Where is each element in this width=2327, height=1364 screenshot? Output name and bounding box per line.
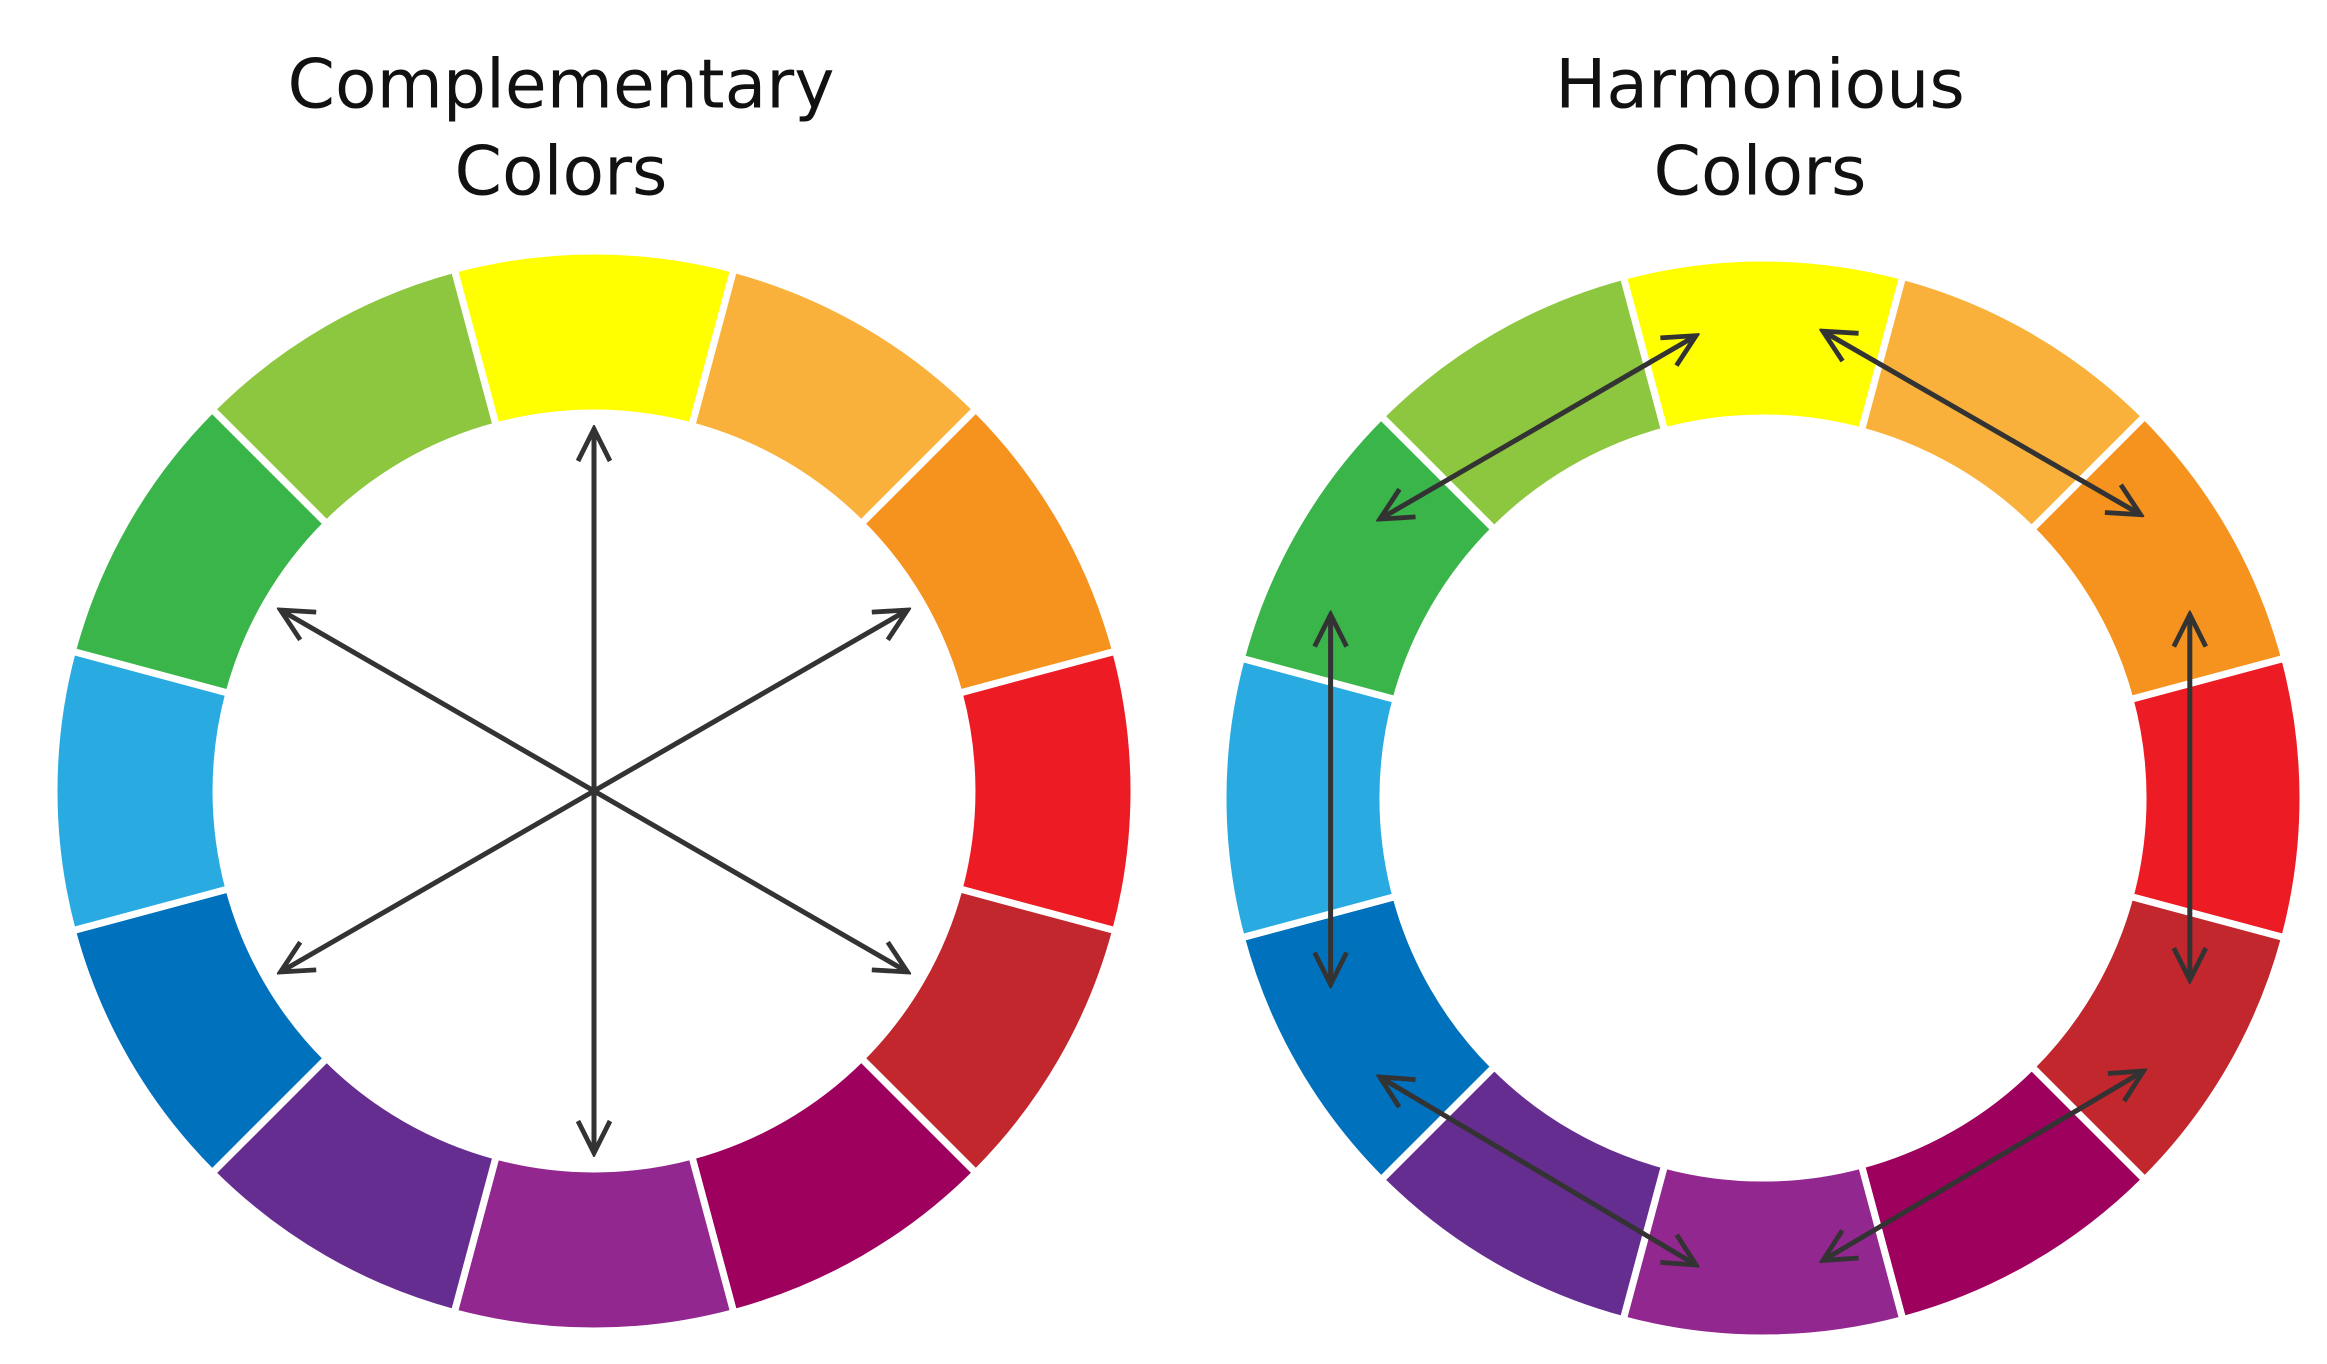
double-arrow [1823,1071,2144,1260]
wheel-segment [449,1151,739,1335]
double-arrow [280,610,907,972]
double-arrow [1380,1077,1696,1265]
arrows [280,331,2189,1265]
double-arrow [1823,331,2141,514]
right-title-line: Colors [1654,133,1867,212]
wheel-segment [449,247,739,431]
wheel-segment [207,265,501,529]
left-title-line: Complementary [288,46,835,125]
double-arrow [1380,336,1696,519]
wheel-segment [1618,1160,1908,1342]
wheel-segment [954,646,1138,936]
left-title-line: Colors [455,133,668,212]
right-title-line: Harmonious [1555,46,1965,125]
wheel-segment [50,646,234,936]
wheel-segment [1219,653,1401,943]
wheel-segment [2125,653,2307,943]
wheel-segment [1618,254,1908,436]
